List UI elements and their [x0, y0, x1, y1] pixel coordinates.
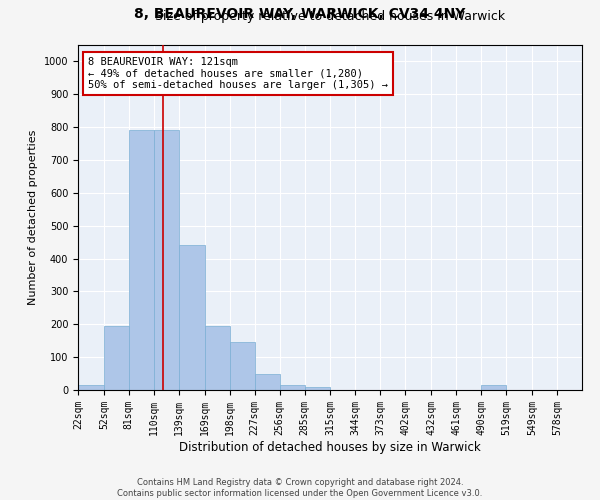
- Bar: [481, 385, 506, 390]
- Text: 8, BEAUREVOIR WAY, WARWICK, CV34 4NY: 8, BEAUREVOIR WAY, WARWICK, CV34 4NY: [134, 8, 466, 22]
- Title: Size of property relative to detached houses in Warwick: Size of property relative to detached ho…: [155, 10, 505, 23]
- Text: 8 BEAUREVOIR WAY: 121sqm
← 49% of detached houses are smaller (1,280)
50% of sem: 8 BEAUREVOIR WAY: 121sqm ← 49% of detach…: [88, 57, 388, 90]
- Bar: [305, 386, 331, 390]
- Bar: [129, 130, 154, 390]
- X-axis label: Distribution of detached houses by size in Warwick: Distribution of detached houses by size …: [179, 440, 481, 454]
- Bar: [280, 385, 305, 390]
- Bar: [254, 374, 280, 390]
- Bar: [230, 342, 254, 390]
- Bar: [154, 130, 179, 390]
- Bar: [205, 326, 230, 390]
- Text: Contains HM Land Registry data © Crown copyright and database right 2024.
Contai: Contains HM Land Registry data © Crown c…: [118, 478, 482, 498]
- Y-axis label: Number of detached properties: Number of detached properties: [28, 130, 38, 305]
- Bar: [78, 385, 104, 390]
- Bar: [179, 246, 205, 390]
- Bar: [104, 326, 129, 390]
